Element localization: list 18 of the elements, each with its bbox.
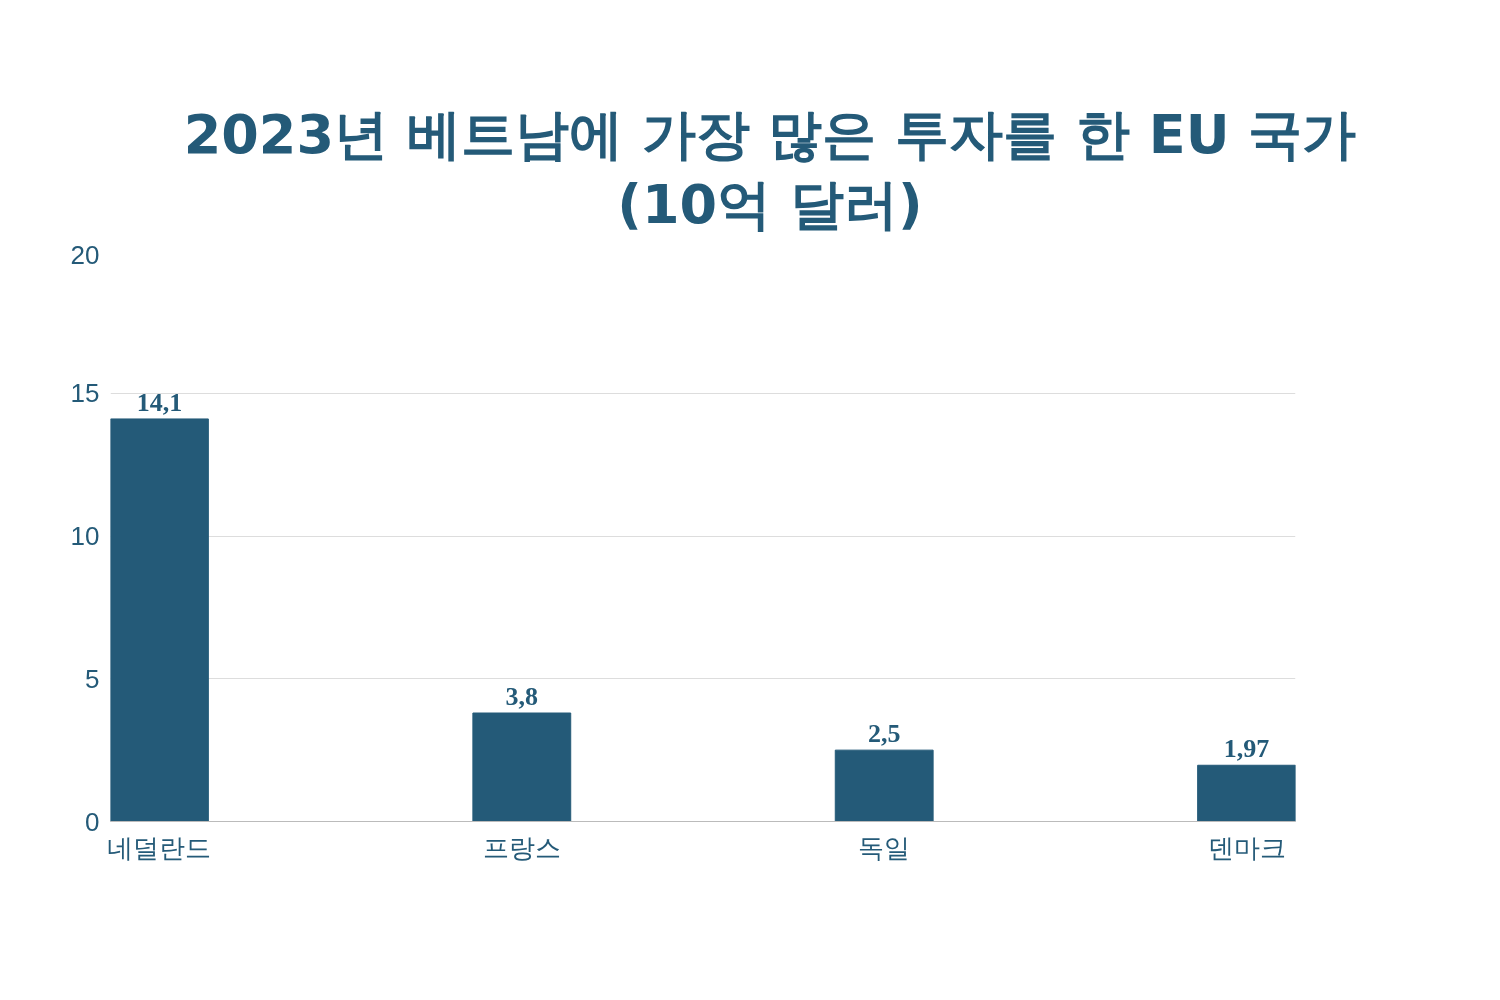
data-label: 14,1 <box>136 388 183 418</box>
data-label: 3,8 <box>505 682 539 712</box>
bar <box>834 750 934 822</box>
x-tick-label: 덴마크 <box>1207 832 1286 863</box>
x-tick-label: 네덜란드 <box>107 832 212 863</box>
y-tick-label: 15 <box>70 378 100 409</box>
bar <box>110 418 209 822</box>
y-tick-label: 0 <box>85 806 100 837</box>
x-tick-label: 프랑스 <box>482 832 561 863</box>
y-tick-label: 10 <box>70 521 100 552</box>
chart-title: 2023년 베트남에 가장 많은 투자를 한 EU 국가 (10억 달러) <box>182 102 1358 239</box>
data-label: 1,97 <box>1223 734 1270 764</box>
data-label: 2,5 <box>867 719 901 749</box>
bar <box>472 712 572 822</box>
y-tick-label: 5 <box>85 664 100 695</box>
y-tick-label: 20 <box>70 239 100 270</box>
bar <box>1197 765 1296 822</box>
x-tick-label: 독일 <box>858 832 911 863</box>
